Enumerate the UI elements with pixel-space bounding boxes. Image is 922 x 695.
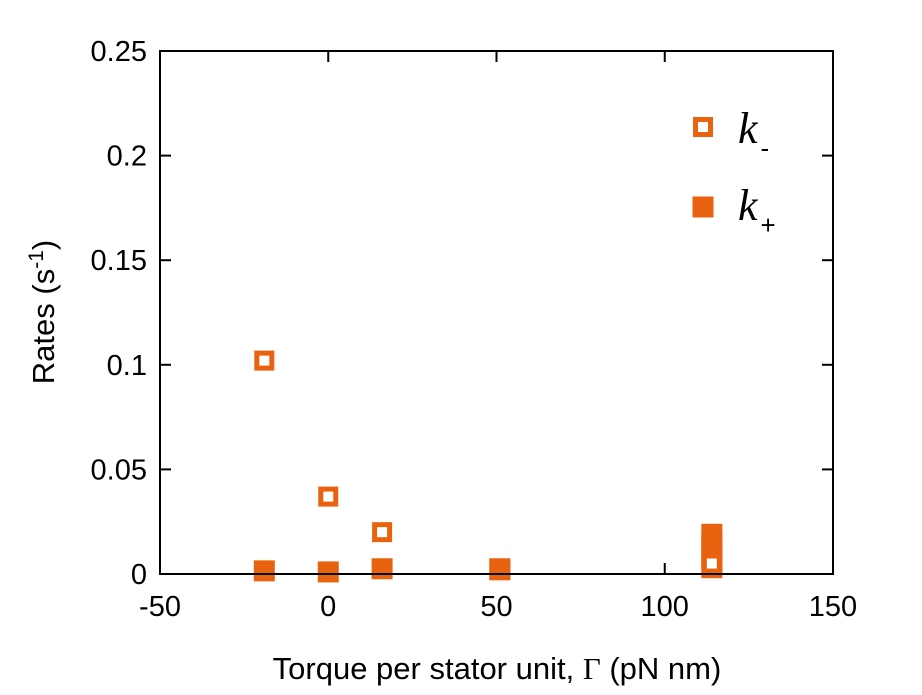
- legend-symbol-k-minus: k: [738, 104, 759, 153]
- x-axis-label-text: Torque per stator unit,: [273, 651, 583, 686]
- point-k-plus: [701, 523, 723, 545]
- legend-marker-k-minus: [693, 117, 713, 137]
- point-k-plus: [317, 561, 339, 583]
- legend-marker-k-plus: [692, 196, 714, 218]
- y-tick-label: 0.25: [91, 36, 147, 68]
- x-axis-label-gamma: Γ: [583, 651, 601, 686]
- legend-subscript-k-minus: -: [761, 133, 770, 163]
- point-k-minus: [701, 553, 722, 574]
- x-axis-label: Torque per stator unit, Γ (pN nm): [273, 651, 722, 686]
- y-axis-label-sup: -1: [25, 250, 48, 269]
- x-axis-label-units: (pN nm): [601, 651, 722, 686]
- point-k-minus: [254, 350, 275, 371]
- x-tick-label: 0: [320, 591, 336, 623]
- y-axis-label-text: Rates (s: [26, 269, 61, 384]
- x-tick-label: 100: [641, 591, 689, 623]
- plot-frame: [159, 50, 834, 575]
- marks-layer: [253, 350, 723, 583]
- legend: k- k +: [692, 104, 776, 240]
- legend-subscript-k-plus: +: [761, 210, 776, 240]
- x-tick-label: 150: [809, 591, 857, 623]
- legend-label-k-plus: k +: [738, 181, 776, 240]
- point-k-plus: [371, 558, 393, 580]
- y-tick-label: 0.2: [107, 141, 147, 173]
- point-k-plus: [253, 560, 275, 582]
- point-k-minus: [372, 522, 393, 543]
- y-tick-label: 0.15: [91, 245, 147, 277]
- y-tick-label: 0.05: [91, 454, 147, 486]
- y-tick-label: 0.1: [107, 350, 147, 382]
- legend-label-k-minus: k-: [738, 104, 769, 163]
- point-k-minus: [318, 486, 339, 507]
- y-axis-label: Rates (s-1): [25, 240, 61, 384]
- y-axis-label-close: ): [26, 240, 61, 250]
- y-tick-label: 0: [131, 559, 147, 591]
- legend-symbol-k-plus: k: [738, 181, 759, 230]
- point-k-plus: [489, 558, 511, 580]
- x-tick-label: 50: [480, 591, 512, 623]
- x-tick-label: -50: [139, 591, 181, 623]
